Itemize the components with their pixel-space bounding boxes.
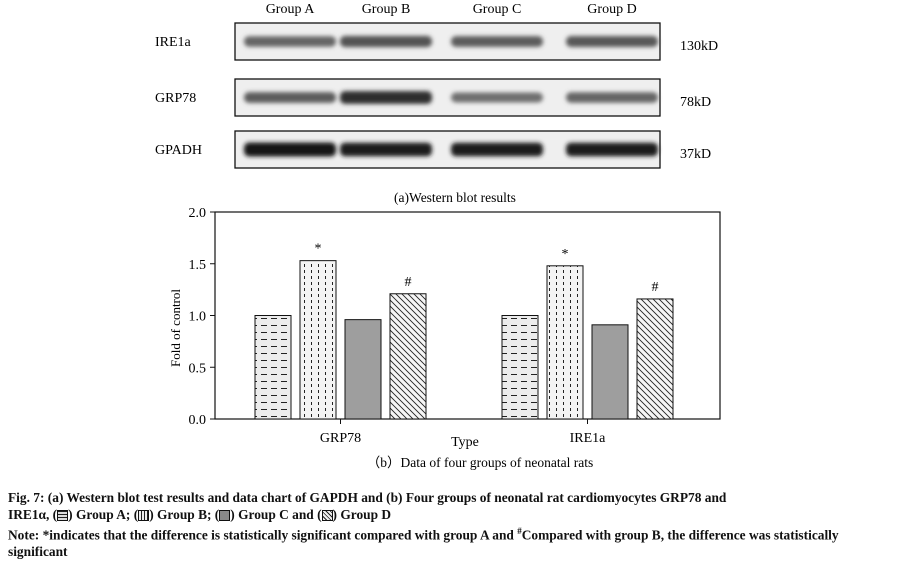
significance-mark: * [315,242,322,257]
bar-group-c-grp78 [344,319,382,420]
caption-group-b: ) Group B; ( [149,507,220,522]
blot-row-size: 37kD [680,147,711,162]
bar-chart: * # * # 0.0 0.5 1.0 1.5 2.0 GRP78 IRE1a Fold of … [168,206,721,470]
blot-band [244,142,336,157]
blot-band [566,36,658,47]
caption-group-d: ) Group D [332,507,392,522]
y-tick-label: 0.5 [189,361,207,376]
y-tick-label: 1.5 [189,258,207,273]
caption-note: Note: *indicates that the difference is … [8,523,892,560]
y-tick-label: 0.0 [189,413,207,428]
figure-caption: Fig. 7: (a) Western blot test results an… [8,489,892,560]
legend-swatch-group-d [321,510,333,521]
caption-note-sup: # [517,526,522,536]
blot-row-label: GRP78 [155,91,196,106]
figure: Group A Group B Group C Group D IRE1a 130kD G… [155,2,721,470]
blot-row: GRP78 78kD [155,78,711,117]
blot-row-size: 78kD [680,95,711,110]
legend-swatch-group-a [57,510,69,521]
legend-swatch-group-b [138,510,150,521]
blot-row: GPADH 37kD [155,130,711,169]
chart-subtitle: （b）Data of four groups of neonatal rats [367,455,593,470]
y-axis-label: Fold of control [168,289,183,367]
caption-note-end: Compared with group B, the difference wa… [8,527,839,560]
bar-group-b-ire1a [546,265,584,420]
y-tick-label: 2.0 [189,206,207,221]
blot-band [340,142,432,157]
blot-band [244,36,336,47]
y-tick-label: 1.0 [189,310,207,325]
blot-band [566,142,658,157]
caption-line-1: Fig. 7: (a) Western blot test results an… [8,490,727,505]
blot-row: IRE1a 130kD [155,22,718,61]
blot-band [340,35,432,48]
blot-group-label: Group A [266,2,316,17]
caption-group-a: ) Group A; ( [68,507,139,522]
blot-band [451,92,543,103]
blot-row-label: IRE1a [155,35,192,50]
x-axis-label: Type [451,435,479,450]
caption-ire-text: IRE1α, ( [8,507,58,522]
blot-band [566,92,658,103]
blot-band [340,91,432,104]
blot-band [451,142,543,157]
bar-group-a-grp78 [254,315,292,420]
blot-band [451,36,543,47]
bar-group-c-ire1a [591,324,629,420]
significance-mark: # [652,280,659,295]
blot-group-label: Group D [587,2,636,17]
blot-row-label: GPADH [155,143,202,158]
blot-band [244,92,336,103]
blot-group-label: Group C [473,2,522,17]
bar-group-d-grp78 [389,293,427,420]
bar-group-a-ire1a [501,315,539,420]
x-tick-label: IRE1a [570,431,607,446]
blot-title: (a)Western blot results [394,190,516,205]
caption-line-2: IRE1α, ( ) Group A; ( ) Group B; ( ) Group … [8,506,892,523]
caption-group-c: ) Group C and ( [230,507,322,522]
bar-group-d-ire1a [636,298,674,420]
bar-group-b-grp78 [299,260,337,420]
blot-group-label: Group B [362,2,411,17]
blot-row-size: 130kD [680,39,718,54]
western-blot: Group A Group B Group C Group D IRE1a 130kD G… [155,2,718,205]
caption-note-start: Note: *indicates that the difference is … [8,527,518,543]
significance-mark: * [562,247,569,262]
significance-mark: # [405,275,412,290]
legend-swatch-group-c [219,510,231,521]
x-tick-label: GRP78 [320,431,361,446]
